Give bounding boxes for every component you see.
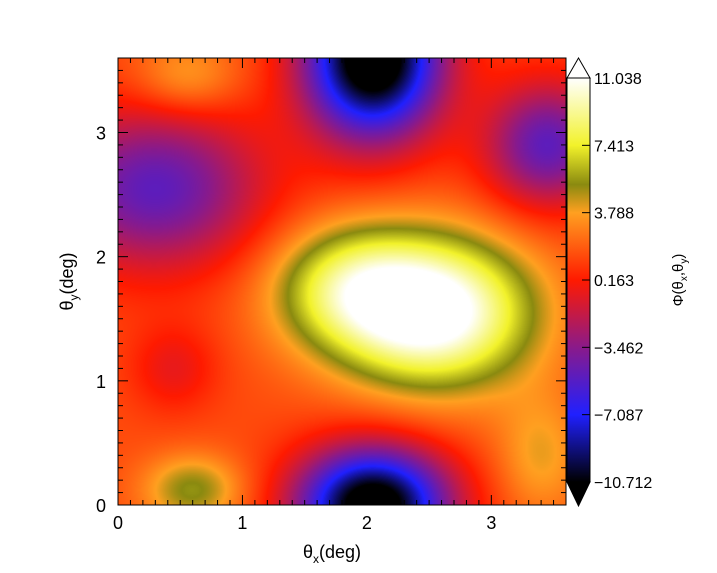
y-tick-label: 3 bbox=[96, 124, 106, 144]
colorbar-ticks: 11.038 7.413 3.788 0.163 −3.462 −7.087 −10.712 bbox=[582, 71, 652, 492]
y-axis-label: θy(deg) bbox=[57, 252, 81, 310]
y-tick-label: 2 bbox=[96, 248, 106, 268]
x-tick-label: 0 bbox=[113, 513, 123, 533]
colorbar-overflow-triangle bbox=[566, 56, 591, 79]
y-axis: 0 1 2 3 bbox=[96, 57, 566, 516]
colorbar-tick-label: 7.413 bbox=[594, 138, 634, 155]
y-tick-label: 0 bbox=[96, 496, 106, 516]
y-tick-label: 1 bbox=[96, 372, 106, 392]
x-axis-label: θx(deg) bbox=[303, 542, 361, 566]
x-axis: 0 1 2 3 bbox=[113, 58, 567, 533]
colorbar-underflow-triangle bbox=[566, 481, 591, 508]
colorbar-tick-label: −10.712 bbox=[594, 475, 652, 492]
heatmap-field bbox=[118, 58, 566, 505]
x-tick-label: 3 bbox=[486, 513, 496, 533]
colorbar-tick-label: 3.788 bbox=[594, 206, 634, 223]
colorbar-tick-label: −3.462 bbox=[594, 340, 643, 357]
x-tick-label: 2 bbox=[362, 513, 372, 533]
colorbar-tick-label: 0.163 bbox=[594, 273, 634, 290]
colorbar-tick-label: −7.087 bbox=[594, 408, 643, 425]
colorbar-label: Φ(θx,θy) bbox=[670, 254, 690, 307]
x-tick-label: 1 bbox=[237, 513, 247, 533]
heatmap-image bbox=[118, 58, 566, 505]
colorbar-tick-label: 11.038 bbox=[594, 71, 642, 88]
